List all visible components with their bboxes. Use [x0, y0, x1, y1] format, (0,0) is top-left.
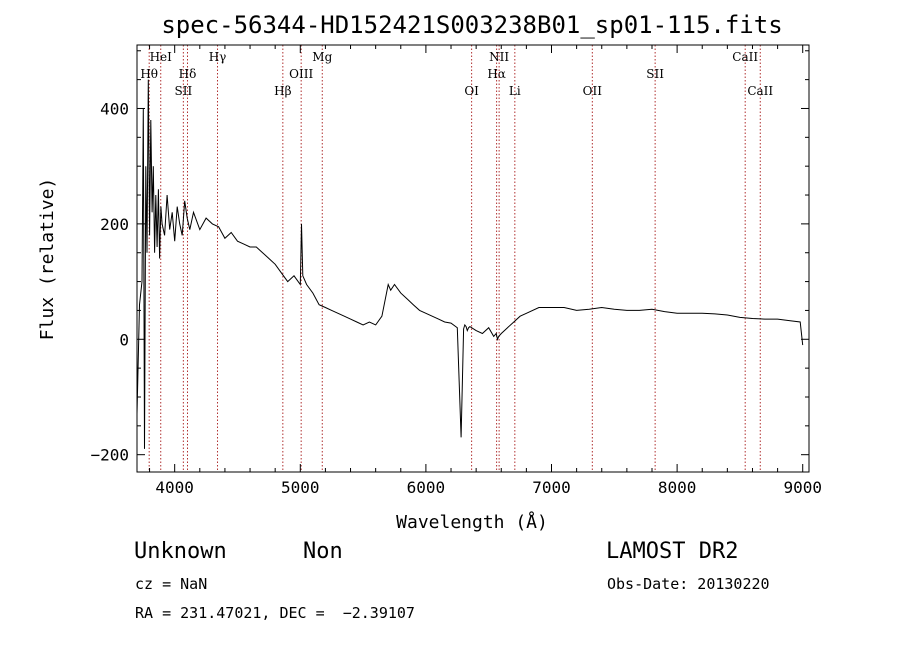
x-axis: 4000 5000 6000 7000 8000 9000	[149, 45, 822, 497]
line-marker-label: OII	[583, 84, 603, 98]
spectrum-layer	[136, 79, 804, 449]
line-markers: Hθ HeI SII Hδ Hγ Hβ OIII Mg OI Hα NII Li OII SII CaII C…	[140, 45, 773, 472]
spectrum-series	[136, 79, 804, 449]
x-axis-label: Wavelength (Å)	[396, 511, 548, 533]
observation-date: Obs-Date: 20130220	[607, 575, 770, 593]
y-axis: −200 0 200 400	[90, 50, 809, 465]
x-tick-label: 7000	[532, 478, 571, 497]
chart-title: spec-56344-HD152421S003238B01_sp01-115.f…	[161, 11, 782, 39]
object-class: Unknown	[134, 539, 227, 564]
line-marker-label: Mg	[312, 50, 332, 64]
survey-name: LAMOST DR2	[606, 539, 739, 564]
line-marker-label: NII	[489, 50, 509, 64]
line-marker-label: CaII	[732, 50, 758, 64]
line-marker-label: SII	[174, 84, 192, 98]
line-marker-label: Hδ	[179, 67, 197, 81]
line-marker-label: OIII	[289, 67, 313, 81]
line-marker-label: Hθ	[140, 67, 158, 81]
y-axis-label: Flux (relative)	[37, 178, 58, 341]
coordinates: RA = 231.47021, DEC = −2.39107	[135, 604, 415, 622]
line-marker-label: OI	[464, 84, 479, 98]
line-marker-label: Li	[509, 84, 521, 98]
x-tick-label: 6000	[407, 478, 446, 497]
redshift-cz: cz = NaN	[135, 575, 208, 593]
y-tick-label: 200	[100, 215, 129, 234]
line-marker-label: HeI	[150, 50, 173, 64]
object-subclass: Non	[303, 539, 343, 564]
x-tick-label: 8000	[658, 478, 697, 497]
x-tick-label: 4000	[155, 478, 194, 497]
line-marker-label: Hβ	[274, 84, 291, 98]
line-marker-label: SII	[646, 67, 664, 81]
y-tick-label: −200	[90, 446, 129, 465]
x-tick-label: 5000	[281, 478, 320, 497]
y-tick-label: 0	[119, 330, 129, 349]
x-tick-label: 9000	[783, 478, 822, 497]
plot-frame	[136, 44, 810, 473]
line-marker-label: Hγ	[209, 50, 227, 64]
line-marker-label: CaII	[747, 84, 773, 98]
line-marker-label: Hα	[487, 67, 506, 81]
spectrum-chart: spec-56344-HD152421S003238B01_sp01-115.f…	[37, 11, 822, 533]
y-tick-label: 400	[100, 99, 129, 118]
